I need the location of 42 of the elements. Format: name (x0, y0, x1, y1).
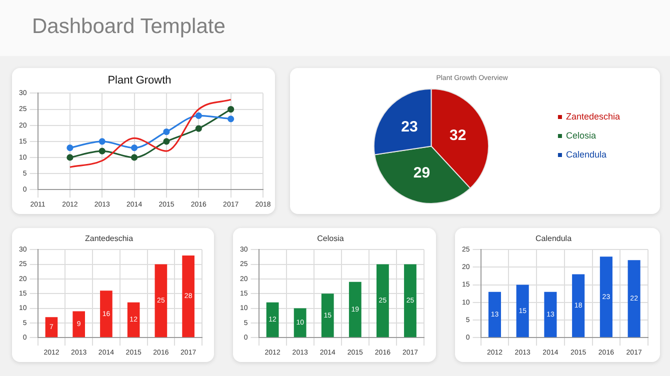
chart-title: Zantedeschia (84, 234, 134, 244)
chart-title: Celosia (317, 234, 344, 244)
legend-label: Celosia (566, 130, 596, 140)
bar (321, 294, 334, 338)
point (163, 128, 170, 136)
bar (600, 256, 612, 338)
point (228, 116, 234, 122)
point (98, 138, 106, 145)
point (66, 154, 74, 161)
bar (182, 255, 194, 338)
bar (154, 264, 168, 338)
bar (404, 264, 416, 338)
bar (45, 317, 58, 338)
data-label: 29 (413, 164, 430, 182)
point (131, 154, 138, 161)
bar (572, 274, 585, 338)
bar (100, 290, 112, 338)
point (131, 144, 138, 152)
data-label: 23 (401, 118, 418, 136)
data-label: 32 (450, 126, 466, 144)
bar (127, 302, 140, 338)
point (66, 144, 74, 152)
point (98, 148, 106, 154)
bar (294, 308, 306, 338)
bar (628, 260, 640, 338)
bar (488, 292, 501, 338)
text: Dashboard Template (32, 15, 226, 39)
bar (544, 292, 557, 338)
bar (516, 284, 529, 338)
chart-title: Plant Growth (108, 74, 172, 87)
legend-label: Calendula (566, 149, 606, 160)
bar (72, 311, 85, 338)
legend-label: Zantedeschia (566, 111, 620, 122)
chart-title: Calendula (535, 234, 572, 244)
bar (348, 282, 362, 338)
point (163, 138, 170, 145)
point (228, 106, 234, 113)
bar (376, 264, 389, 338)
bar (266, 302, 279, 338)
point (195, 125, 202, 132)
line-series (69, 98, 232, 168)
point (195, 112, 202, 119)
